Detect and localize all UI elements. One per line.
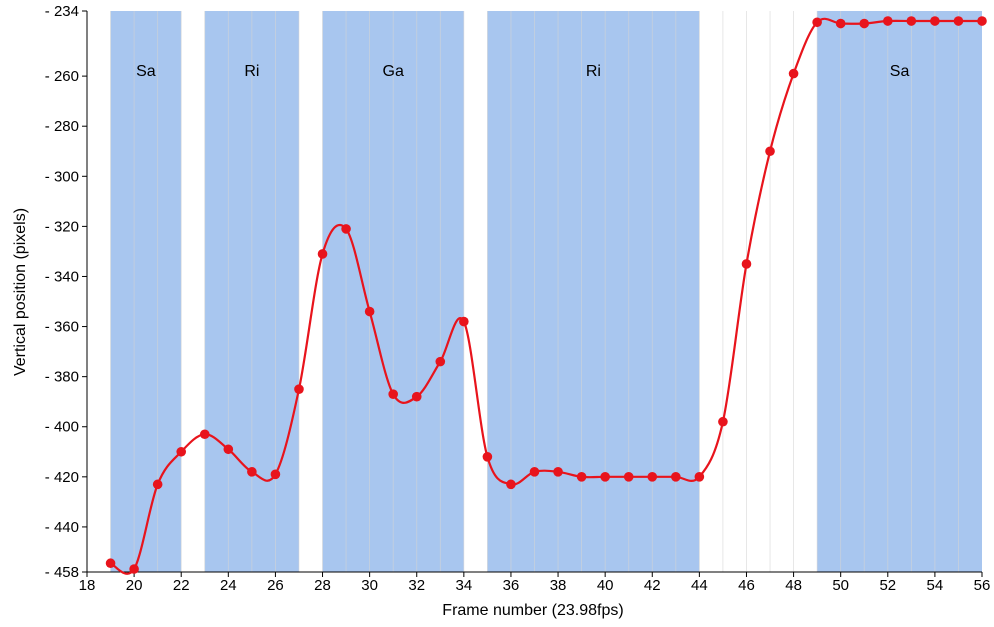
- data-point: [176, 446, 187, 457]
- data-point: [835, 18, 846, 29]
- data-point: [247, 467, 257, 477]
- region-label: Ri: [586, 63, 601, 80]
- data-point: [765, 146, 775, 157]
- data-point: [388, 389, 398, 399]
- region-label: Ri: [244, 63, 259, 80]
- data-point: [105, 558, 116, 569]
- data-point: [270, 469, 281, 480]
- region-label: Sa: [890, 63, 910, 80]
- region-label: Sa: [136, 63, 156, 80]
- data-point: [129, 564, 139, 574]
- x-tick-label: 38: [550, 577, 567, 594]
- x-axis-ticks: 18 20 22 24 26 28 30 32 34 36 38 40 42 44 46 48 50 52 54 56: [79, 572, 991, 594]
- x-tick-label: 20: [126, 577, 143, 594]
- y-tick-label: - 400: [45, 419, 79, 436]
- x-tick-label: 28: [314, 577, 331, 594]
- axes: [86, 11, 982, 573]
- y-tick-label: - 440: [45, 519, 79, 536]
- x-tick-label: 42: [644, 577, 661, 594]
- data-point: [317, 249, 328, 259]
- region-band: [487, 11, 700, 572]
- data-point: [623, 472, 634, 482]
- data-point: [529, 467, 540, 477]
- data-point: [600, 472, 610, 482]
- x-tick-label: 30: [361, 577, 378, 594]
- y-tick-label: - 300: [45, 168, 79, 185]
- x-tick-label: 36: [503, 577, 520, 594]
- y-tick-label: - 420: [45, 469, 79, 486]
- y-axis-ticks: - 234 - 260 - 280 - 300 - 320 - 340 - 360 - 380…: [45, 3, 87, 581]
- x-tick-label: 50: [832, 577, 849, 594]
- data-point: [930, 16, 940, 26]
- x-tick-label: 32: [408, 577, 425, 594]
- x-tick-label: 24: [220, 577, 237, 594]
- data-point: [576, 472, 587, 482]
- data-point: [882, 16, 893, 26]
- data-point: [859, 18, 870, 29]
- data-point: [906, 16, 917, 26]
- data-point: [694, 472, 705, 482]
- x-tick-label: 54: [927, 577, 944, 594]
- region-label: Ga: [383, 63, 404, 80]
- data-point: [459, 316, 469, 327]
- x-tick-label: 44: [691, 577, 708, 594]
- x-tick-label: 22: [173, 577, 190, 594]
- x-tick-label: 34: [455, 577, 472, 594]
- data-point: [435, 356, 446, 367]
- x-tick-label: 48: [785, 577, 802, 594]
- x-tick-label: 40: [597, 577, 614, 594]
- y-tick-label: - 260: [45, 68, 79, 85]
- y-tick-label: - 320: [45, 218, 79, 235]
- data-point: [647, 472, 658, 482]
- highlight-regions: [110, 11, 982, 572]
- data-point: [223, 444, 234, 455]
- data-point: [977, 16, 987, 26]
- data-point: [812, 17, 822, 28]
- data-point: [199, 429, 210, 440]
- data-point: [294, 384, 304, 394]
- data-point: [482, 451, 493, 462]
- y-tick-label: - 360: [45, 319, 79, 336]
- data-point: [506, 479, 516, 490]
- y-tick-label: - 458: [45, 564, 79, 581]
- data-point: [718, 416, 728, 427]
- y-tick-label: - 280: [45, 118, 79, 135]
- x-tick-label: 26: [267, 577, 284, 594]
- x-axis-title: Frame number (23.98fps): [442, 602, 623, 619]
- y-tick-label: - 340: [45, 268, 79, 285]
- data-point: [788, 68, 799, 79]
- data-point: [741, 259, 752, 269]
- region-labels: Sa Ri Ga Ri Sa: [136, 63, 909, 80]
- x-tick-label: 56: [974, 577, 991, 594]
- data-point: [341, 224, 351, 234]
- y-tick-label: - 234: [45, 3, 79, 20]
- y-axis-title: Vertical position (pixels): [12, 208, 29, 376]
- region-band: [817, 11, 982, 572]
- x-tick-label: 18: [79, 577, 96, 594]
- x-tick-label: 46: [738, 577, 755, 594]
- data-point: [364, 306, 375, 317]
- x-tick-label: 52: [879, 577, 896, 594]
- y-tick-label: - 380: [45, 369, 79, 386]
- data-point: [411, 391, 422, 402]
- data-point: [152, 479, 163, 490]
- data-point: [671, 472, 681, 482]
- region-band: [110, 11, 182, 572]
- data-point: [553, 467, 563, 477]
- data-point: [953, 16, 964, 26]
- series-markers: [105, 16, 987, 574]
